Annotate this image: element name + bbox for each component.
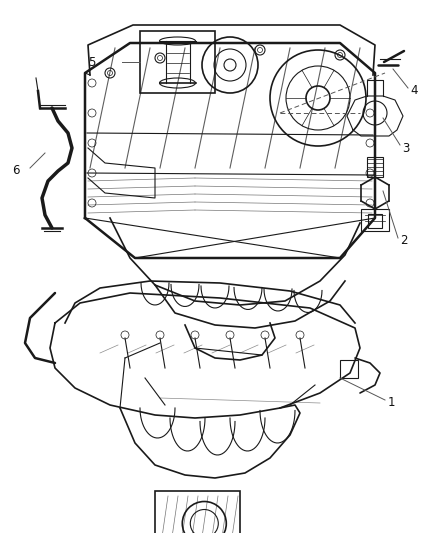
Text: 1: 1 [388, 397, 396, 409]
Bar [340, 360, 358, 378]
Text: 5: 5 [88, 55, 95, 69]
Text: 4: 4 [410, 85, 417, 98]
Bar [367, 157, 383, 177]
Bar [155, 491, 240, 533]
Text: 2: 2 [400, 235, 407, 247]
Text: 3: 3 [402, 141, 410, 155]
Text: 6: 6 [12, 165, 20, 177]
Bar [368, 214, 382, 228]
Bar [361, 209, 389, 231]
Bar [140, 31, 215, 93]
